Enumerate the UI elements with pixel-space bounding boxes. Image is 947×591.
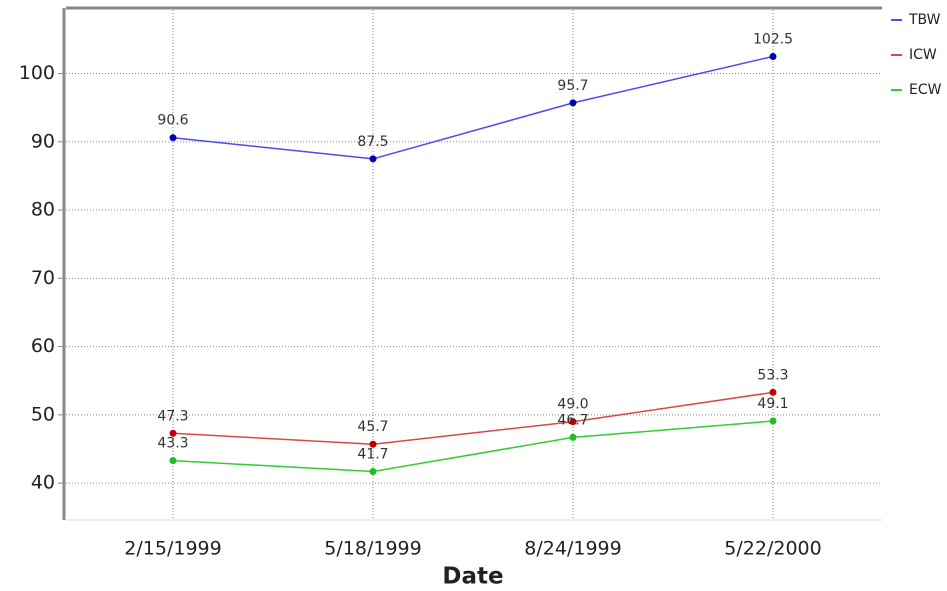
data-point xyxy=(569,418,577,426)
data-point xyxy=(569,99,577,107)
data-label: 49.0 xyxy=(557,397,588,413)
y-tick-label: 100 xyxy=(19,62,55,84)
data-label: 95.7 xyxy=(557,78,588,94)
x-tick-label: 5/22/2000 xyxy=(724,538,821,560)
y-tick-label: 60 xyxy=(31,335,55,357)
data-label: 45.7 xyxy=(357,419,388,435)
y-tick-label: 40 xyxy=(31,472,55,494)
data-point xyxy=(169,429,177,437)
data-label: 102.5 xyxy=(753,31,793,47)
series-line xyxy=(172,420,774,473)
data-point xyxy=(369,440,377,448)
data-label: 41.7 xyxy=(357,447,388,463)
data-point xyxy=(769,388,777,396)
data-label: 43.3 xyxy=(157,436,188,452)
x-axis-title: Date xyxy=(442,564,503,590)
legend-label: ECW xyxy=(909,82,942,98)
y-tick-label: 90 xyxy=(31,130,55,152)
x-tick-label: 8/24/1999 xyxy=(524,538,621,560)
legend-label: ICW xyxy=(909,47,937,63)
data-label: 53.3 xyxy=(757,367,788,383)
data-point xyxy=(569,433,577,441)
x-tick-label: 2/15/1999 xyxy=(124,538,221,560)
data-point xyxy=(369,468,377,476)
series-line xyxy=(172,55,774,160)
data-point xyxy=(369,155,377,163)
data-point xyxy=(769,417,777,425)
data-label: 46.7 xyxy=(557,412,588,428)
y-tick-label: 80 xyxy=(31,199,55,221)
data-point xyxy=(169,134,177,142)
series-line xyxy=(172,391,774,445)
legend-label: TBW xyxy=(908,12,941,28)
data-label: 49.1 xyxy=(757,396,788,412)
data-point xyxy=(769,52,777,60)
y-tick-label: 70 xyxy=(31,267,55,289)
y-tick-label: 50 xyxy=(31,403,55,425)
data-label: 90.6 xyxy=(157,113,188,129)
x-tick-label: 5/18/1999 xyxy=(324,538,421,560)
data-label: 87.5 xyxy=(357,134,388,150)
data-point xyxy=(169,457,177,465)
data-label: 47.3 xyxy=(157,408,188,424)
